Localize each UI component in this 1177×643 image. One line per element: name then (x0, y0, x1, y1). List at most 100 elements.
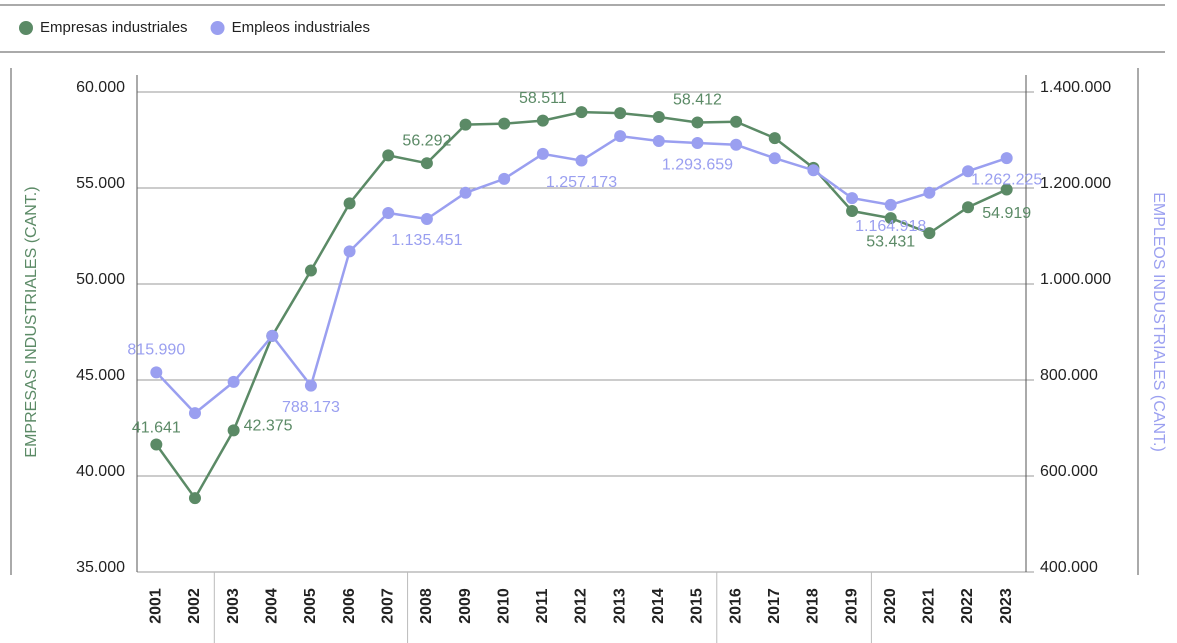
y2-axis-title: EMPLEOS INDUSTRIALES (CANT.) (1150, 192, 1167, 452)
y2-tick-label: 1.400.000 (1040, 79, 1111, 96)
x-tick-label: 2018 (805, 588, 822, 624)
legend-marker (19, 21, 33, 35)
data-point (188, 407, 201, 420)
data-label: 58.412 (673, 92, 722, 109)
x-tick-label: 2004 (264, 588, 281, 624)
data-point (807, 164, 820, 177)
data-point (382, 149, 395, 162)
x-tick-label: 2015 (689, 588, 706, 624)
y-tick-label: 40.000 (76, 463, 125, 480)
data-point (188, 492, 201, 505)
data-point (1000, 152, 1013, 165)
y-tick-label: 55.000 (76, 175, 125, 192)
data-point (420, 212, 433, 225)
x-tick-label: 2020 (882, 588, 899, 624)
x-tick-label: 2021 (921, 588, 938, 624)
x-tick-label: 2022 (959, 588, 976, 624)
data-label: 56.292 (402, 132, 451, 149)
x-tick-label: 2012 (573, 588, 590, 624)
legend-label: Empleos industriales (232, 19, 370, 36)
series-line (155, 110, 1008, 501)
data-label: 53.431 (866, 233, 915, 250)
x-tick-label: 2009 (457, 588, 474, 624)
x-tick-label: 2013 (611, 588, 628, 624)
data-label: 1.164.918 (855, 218, 926, 235)
x-tick-label: 2007 (379, 588, 396, 624)
y2-tick-label: 400.000 (1040, 559, 1098, 576)
data-point (536, 147, 549, 160)
data-point (730, 138, 743, 151)
data-point (459, 118, 472, 131)
y-tick-label: 50.000 (76, 271, 125, 288)
data-label: 1.262.225 (971, 171, 1042, 188)
data-point (536, 114, 549, 127)
legend-label: Empresas industriales (40, 19, 188, 36)
y2-tick-label: 800.000 (1040, 367, 1098, 384)
data-point (846, 192, 859, 205)
data-label: 815.990 (127, 342, 185, 359)
data-point (768, 152, 781, 165)
data-point (652, 110, 665, 123)
x-tick-label: 2011 (534, 589, 551, 624)
x-tick-label: 2014 (650, 588, 667, 624)
x-tick-label: 2006 (341, 588, 358, 624)
y-axis-title: EMPRESAS INDUSTRIALES (CANT.) (23, 186, 40, 457)
data-point (691, 116, 704, 129)
data-label: 41.641 (132, 420, 181, 437)
data-point (227, 375, 240, 388)
x-tick-label: 2008 (418, 588, 435, 624)
data-point (304, 264, 317, 277)
legend-marker (210, 21, 225, 35)
data-point (304, 379, 317, 392)
data-point (498, 172, 511, 185)
y2-tick-label: 600.000 (1040, 463, 1098, 480)
data-point (227, 424, 240, 437)
data-point (923, 227, 936, 240)
x-tick-label: 2016 (727, 588, 744, 624)
y2-tick-label: 1.000.000 (1040, 271, 1111, 288)
data-label: 788.173 (282, 399, 340, 416)
x-tick-label: 2017 (766, 588, 783, 624)
data-point (420, 157, 433, 170)
data-point (730, 115, 743, 128)
data-point (575, 106, 588, 119)
data-point (652, 134, 665, 147)
x-tick-label: 2002 (186, 588, 203, 624)
data-point (575, 154, 588, 167)
data-point (150, 438, 163, 451)
data-point (150, 366, 163, 379)
data-label: 58.511 (519, 90, 567, 107)
x-tick-label: 2005 (302, 588, 319, 624)
data-label: 1.293.659 (662, 156, 733, 173)
data-point (343, 245, 356, 258)
data-label: 1.135.451 (391, 232, 462, 249)
x-tick-label: 2019 (843, 588, 860, 624)
data-point (266, 329, 279, 342)
data-point (884, 198, 897, 211)
data-point (846, 205, 859, 218)
x-tick-label: 2023 (998, 588, 1015, 624)
y-tick-label: 60.000 (76, 79, 125, 96)
data-point (614, 130, 627, 143)
data-point (614, 107, 627, 120)
x-tick-label: 2010 (495, 588, 512, 624)
y-tick-label: 35.000 (76, 559, 125, 576)
data-point (962, 201, 975, 214)
data-point (498, 117, 511, 130)
data-point (691, 137, 704, 150)
data-point (1000, 183, 1013, 196)
data-label: 1.257.173 (546, 174, 617, 191)
x-tick-label: 2001 (148, 588, 165, 624)
data-point (459, 186, 472, 199)
data-point (343, 197, 356, 210)
data-point (382, 206, 395, 219)
data-label: 42.375 (244, 418, 293, 435)
data-point (923, 186, 936, 199)
data-label: 54.919 (982, 205, 1031, 222)
data-point (768, 132, 781, 145)
x-tick-label: 2003 (225, 588, 242, 624)
y-tick-label: 45.000 (76, 367, 125, 384)
y2-tick-label: 1.200.000 (1040, 175, 1111, 192)
data-point (884, 212, 897, 225)
